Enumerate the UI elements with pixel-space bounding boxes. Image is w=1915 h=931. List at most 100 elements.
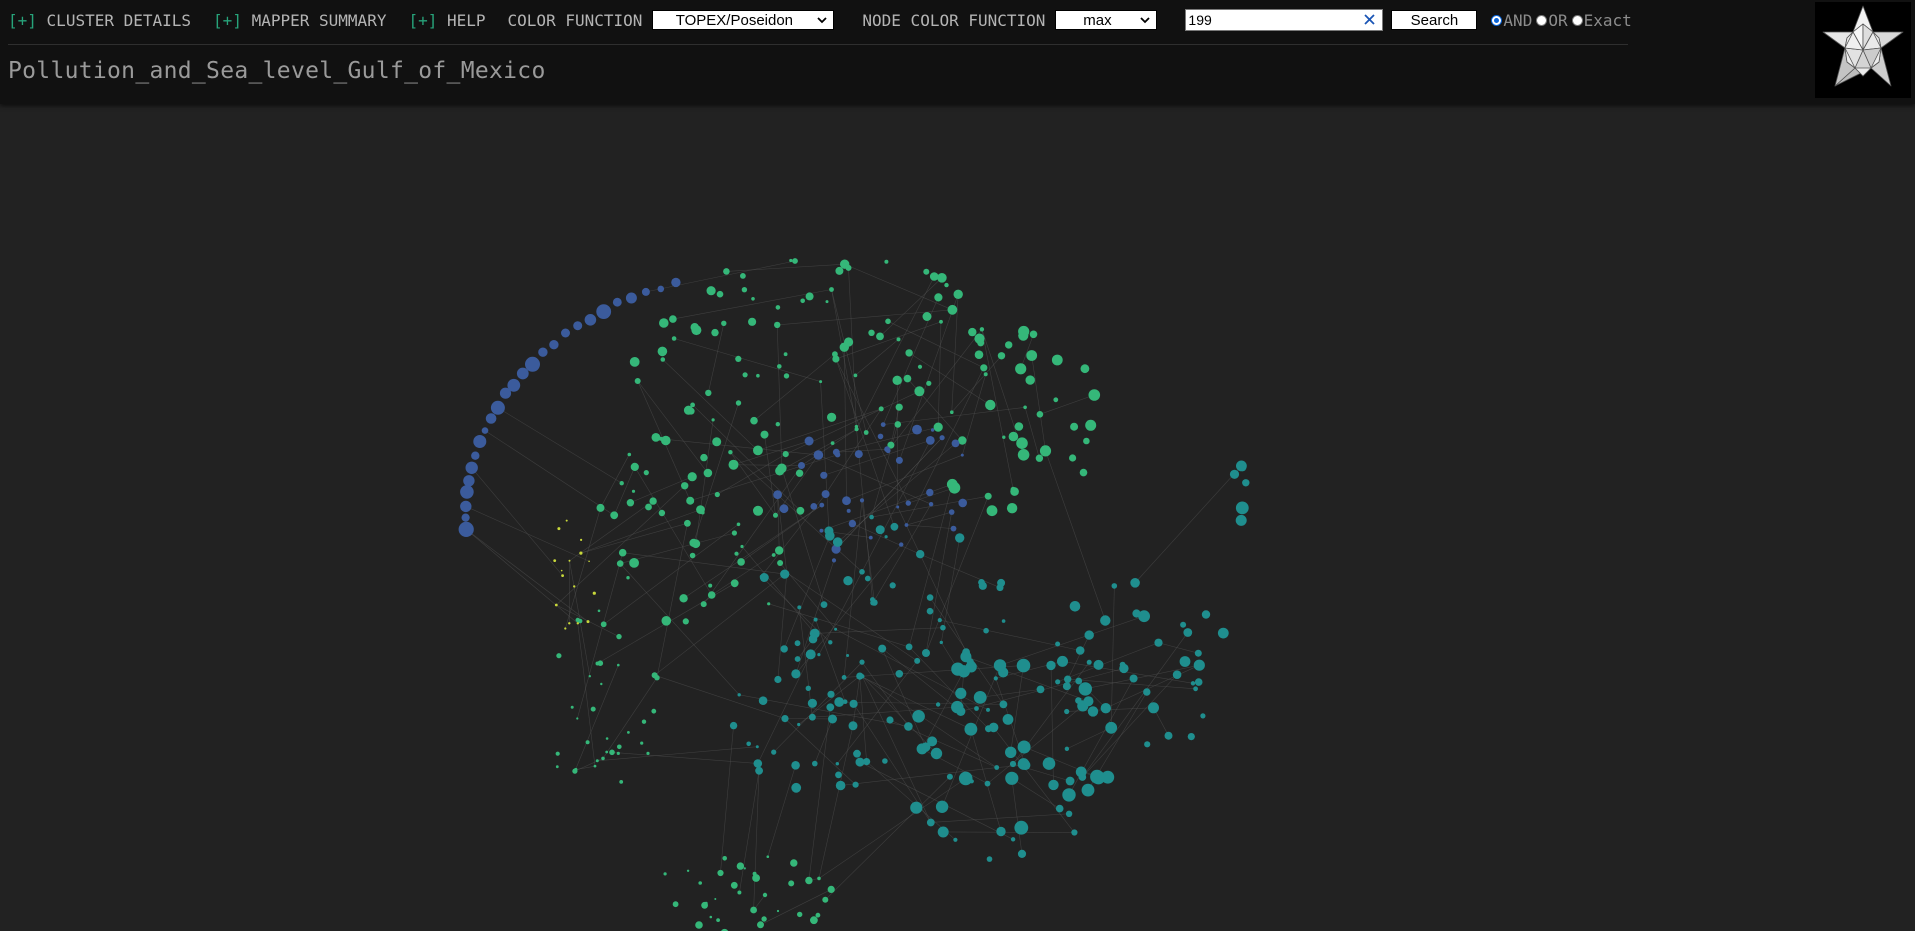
graph-node[interactable] — [730, 579, 739, 588]
graph-node[interactable] — [794, 656, 801, 662]
graph-node[interactable] — [973, 691, 987, 704]
graph-node[interactable] — [751, 297, 755, 301]
graph-node[interactable] — [776, 909, 780, 913]
radio-exact-circle[interactable] — [1571, 14, 1583, 26]
graph-node[interactable] — [904, 523, 909, 527]
graph-node[interactable] — [630, 462, 639, 471]
graph-node[interactable] — [626, 499, 635, 507]
graph-node[interactable] — [853, 749, 861, 758]
graph-node[interactable] — [570, 705, 574, 709]
graph-node[interactable] — [714, 898, 717, 900]
graph-node[interactable] — [859, 498, 865, 503]
graph-node[interactable] — [616, 560, 624, 567]
graph-node[interactable] — [948, 509, 955, 515]
graph-node[interactable] — [627, 452, 632, 457]
graph-node[interactable] — [871, 599, 878, 606]
graph-node[interactable] — [689, 552, 696, 559]
graph-node[interactable] — [884, 259, 889, 264]
graph-node[interactable] — [953, 289, 963, 299]
graph-node[interactable] — [779, 504, 789, 514]
graph-node[interactable] — [735, 400, 742, 406]
graph-node[interactable] — [686, 496, 695, 505]
graph-node[interactable] — [882, 758, 888, 764]
graph-node[interactable] — [922, 312, 932, 321]
graph-node[interactable] — [887, 441, 895, 449]
graph-node[interactable] — [1039, 445, 1052, 457]
graph-node[interactable] — [819, 502, 825, 508]
graph-node[interactable] — [737, 558, 745, 566]
graph-node[interactable] — [921, 742, 931, 752]
graph-node[interactable] — [568, 559, 571, 562]
graph-node[interactable] — [538, 347, 548, 357]
graph-node[interactable] — [1138, 610, 1150, 623]
graph-node[interactable] — [617, 663, 620, 667]
cluster-details-toggle[interactable]: [+] CLUSTER DETAILS — [8, 11, 191, 30]
graph-node[interactable] — [588, 560, 590, 563]
graph-node[interactable] — [1084, 630, 1094, 640]
graph-node[interactable] — [767, 602, 771, 606]
graph-node[interactable] — [1075, 677, 1083, 685]
graph-node[interactable] — [791, 782, 802, 793]
graph-node[interactable] — [721, 320, 727, 326]
graph-node[interactable] — [815, 912, 821, 918]
graph-node[interactable] — [584, 314, 597, 326]
graph-node[interactable] — [848, 721, 858, 731]
graph-node[interactable] — [672, 901, 679, 908]
graph-node[interactable] — [890, 522, 899, 531]
graph-node[interactable] — [895, 670, 904, 678]
graph-node[interactable] — [805, 876, 813, 885]
graph-node[interactable] — [1083, 437, 1090, 445]
graph-node[interactable] — [711, 418, 715, 422]
graph-node[interactable] — [955, 533, 965, 543]
graph-node[interactable] — [586, 620, 590, 624]
graph-node[interactable] — [950, 525, 957, 532]
graph-node[interactable] — [590, 706, 596, 712]
graph-node[interactable] — [735, 355, 742, 362]
graph-node[interactable] — [1008, 431, 1019, 442]
graph-node[interactable] — [1025, 375, 1035, 385]
graph-node[interactable] — [618, 548, 627, 557]
graph-node[interactable] — [781, 715, 789, 723]
graph-node[interactable] — [985, 399, 996, 411]
graph-node[interactable] — [645, 503, 652, 511]
graph-node[interactable] — [955, 687, 967, 700]
graph-node[interactable] — [858, 674, 862, 678]
graph-node[interactable] — [974, 350, 984, 359]
graph-node[interactable] — [790, 859, 798, 867]
graph-node[interactable] — [1193, 659, 1205, 671]
graph-node[interactable] — [714, 491, 720, 498]
graph-node[interactable] — [820, 471, 828, 479]
graph-node[interactable] — [832, 355, 840, 363]
mapper-summary-toggle[interactable]: [+] MAPPER SUMMARY — [213, 11, 386, 30]
graph-node[interactable] — [775, 466, 785, 476]
graph-node[interactable] — [940, 624, 946, 631]
graph-node[interactable] — [1235, 501, 1249, 515]
graph-node[interactable] — [631, 489, 636, 493]
graph-node[interactable] — [824, 526, 834, 536]
graph-node[interactable] — [690, 402, 695, 408]
graph-node[interactable] — [939, 435, 945, 441]
graph-node[interactable] — [1010, 487, 1019, 496]
graph-node[interactable] — [996, 826, 1006, 837]
graph-node[interactable] — [968, 327, 977, 337]
graph-node[interactable] — [935, 702, 941, 707]
graph-node[interactable] — [698, 881, 702, 885]
graph-node[interactable] — [682, 618, 689, 625]
graph-node[interactable] — [986, 856, 993, 862]
graph-node[interactable] — [1036, 685, 1045, 694]
graph-node[interactable] — [951, 662, 965, 676]
graph-node[interactable] — [859, 569, 865, 575]
graph-node[interactable] — [827, 885, 835, 894]
graph-node[interactable] — [1046, 660, 1056, 671]
graph-node[interactable] — [721, 928, 729, 931]
graph-node[interactable] — [849, 699, 858, 708]
graph-node[interactable] — [766, 855, 770, 858]
graph-node[interactable] — [759, 574, 763, 578]
graph-node[interactable] — [1016, 437, 1028, 450]
graph-node[interactable] — [783, 373, 790, 379]
graph-node[interactable] — [629, 558, 639, 568]
graph-node[interactable] — [660, 357, 666, 362]
graph-node[interactable] — [669, 315, 677, 323]
search-input[interactable] — [1186, 11, 1361, 29]
graph-node[interactable] — [807, 698, 818, 708]
